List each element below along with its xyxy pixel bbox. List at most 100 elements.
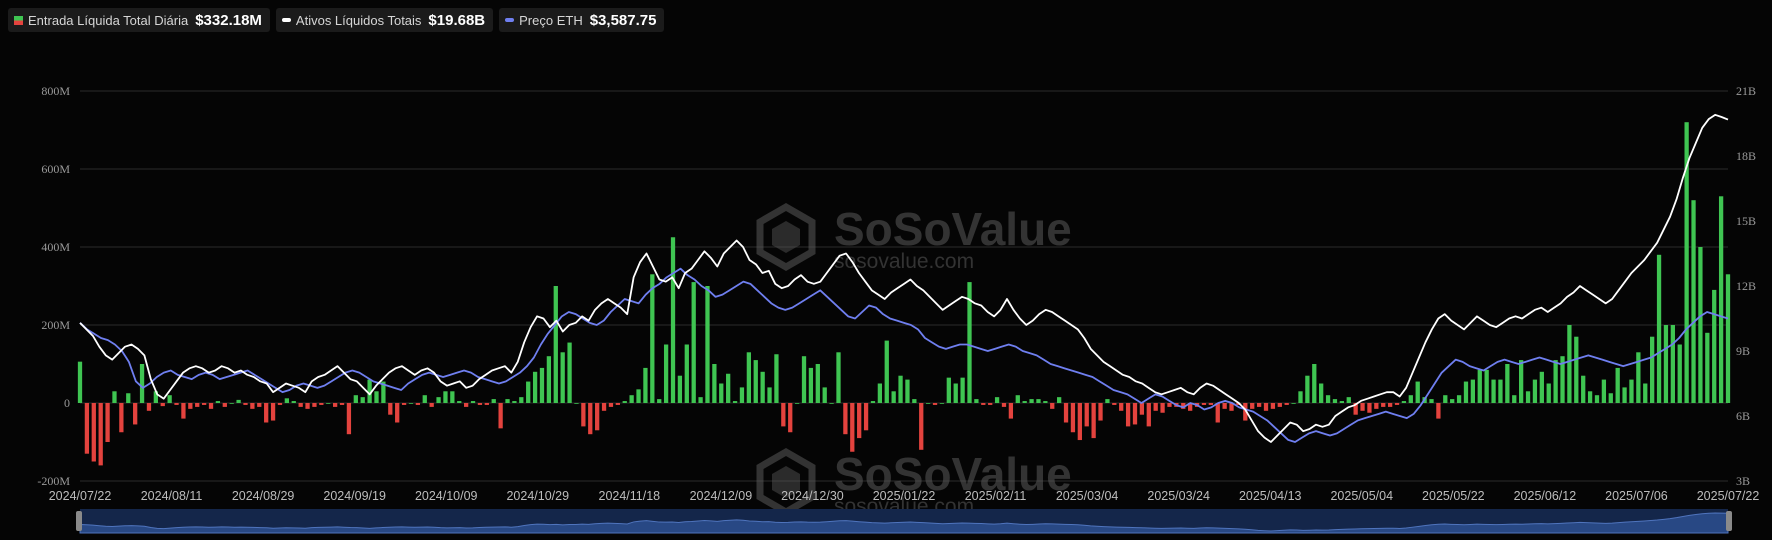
inflow-bar <box>691 282 696 403</box>
legend-label: Ativos Líquidos Totais <box>295 12 422 28</box>
inflow-bar <box>1215 403 1220 423</box>
inflow-bar <box>146 403 152 411</box>
inflow-bar <box>1256 403 1262 407</box>
inflow-bar <box>1325 395 1331 403</box>
inflow-bar <box>201 403 207 405</box>
inflow-bar <box>843 403 848 435</box>
inflow-bar <box>595 403 600 431</box>
inflow-bar <box>981 403 986 405</box>
inflow-bar <box>1629 379 1634 403</box>
watermark-url: sosovalue.com <box>834 250 974 273</box>
inflow-bar <box>1650 336 1655 403</box>
inflow-bar <box>1291 403 1296 404</box>
inflow-bar <box>1250 403 1255 409</box>
inflow-bar <box>257 403 262 407</box>
inflow-bar <box>1712 289 1717 403</box>
legend-item-net-assets[interactable]: Ativos Líquidos Totais $19.68B <box>275 8 494 32</box>
inflow-bar <box>588 403 593 435</box>
inflow-bar <box>195 403 200 407</box>
x-axis-tick-label: 2024/08/11 <box>141 489 203 503</box>
inflow-bar <box>1512 395 1517 403</box>
inflow-bar <box>884 340 889 403</box>
inflow-bar <box>519 397 524 403</box>
right-axis-tick-label: 9B <box>1736 344 1750 358</box>
inflow-bar <box>1394 403 1400 405</box>
inflow-bar <box>732 401 738 403</box>
inflow-bar <box>822 387 827 403</box>
inflow-bar <box>1063 403 1069 423</box>
inflow-bar <box>601 403 607 411</box>
range-navigator[interactable] <box>76 509 1732 534</box>
inflow-bar <box>1450 399 1455 403</box>
inflow-bar <box>1463 381 1469 403</box>
inflow-bar <box>326 403 331 404</box>
legend-value: $332.18M <box>195 11 262 29</box>
x-axis-tick-label: 2025/03/04 <box>1056 489 1119 503</box>
inflow-bar <box>208 403 214 409</box>
inflow-bar <box>512 401 517 403</box>
inflow-bar <box>236 399 241 403</box>
inflow-bar <box>1601 379 1607 403</box>
inflow-bar <box>1581 375 1586 403</box>
inflow-bar <box>264 403 269 423</box>
inflow-bar <box>1532 379 1538 403</box>
inflow-bar <box>1670 325 1675 403</box>
inflow-bar <box>1229 403 1234 411</box>
navigator-left-handle[interactable] <box>76 511 82 531</box>
inflow-bar <box>450 391 455 403</box>
inflow-bar <box>1339 401 1344 403</box>
inflow-bar <box>760 371 765 403</box>
x-axis-tick-label: 2025/04/13 <box>1239 489 1302 503</box>
left-axis-tick-label: 600M <box>41 162 70 176</box>
inflow-bar <box>1236 403 1241 405</box>
right-axis-tick-label: 6B <box>1736 409 1750 423</box>
legend-item-daily-inflow[interactable]: Entrada Líquida Total Diária $332.18M <box>8 8 270 32</box>
inflow-bar <box>581 403 586 427</box>
inflow-bar <box>1498 379 1503 403</box>
inflow-bar <box>1284 403 1289 405</box>
inflow-bar <box>1367 403 1372 413</box>
inflow-bar <box>560 352 565 403</box>
inflow-bar <box>1188 403 1193 411</box>
left-axis-tick-label: 800M <box>41 84 70 98</box>
inflow-bar <box>712 364 717 403</box>
inflow-bar <box>629 395 634 403</box>
net-assets-line <box>79 113 1729 443</box>
x-axis-tick-label: 2025/05/04 <box>1330 489 1393 503</box>
inflow-bar <box>967 282 972 403</box>
inflow-bar <box>457 401 462 403</box>
inflow-bar <box>443 391 448 403</box>
inflow-bar <box>663 344 669 403</box>
inflow-bar <box>250 403 255 409</box>
eth-price-swatch-icon <box>505 18 515 22</box>
x-axis-tick-label: 2025/07/06 <box>1605 489 1668 503</box>
inflow-bar <box>1091 403 1096 439</box>
inflow-bar <box>491 399 496 403</box>
inflow-bar <box>1270 403 1276 409</box>
inflow-bar <box>1484 369 1489 403</box>
inflow-bar <box>1360 403 1365 411</box>
inflow-bar <box>505 399 510 403</box>
legend-item-eth-price[interactable]: Preço ETH $3,587.75 <box>499 8 665 32</box>
inflow-bar <box>1153 403 1158 411</box>
chart-legend: Entrada Líquida Total Diária $332.18M At… <box>8 8 665 32</box>
inflow-bar <box>1008 403 1014 419</box>
inflow-bar <box>1077 403 1082 441</box>
inflow-bar <box>270 403 276 421</box>
inflow-bar <box>788 403 793 433</box>
inflow-bar <box>133 403 138 425</box>
inflow-bar <box>1112 403 1117 405</box>
navigator-right-handle[interactable] <box>1726 511 1732 531</box>
inflow-bar <box>1167 403 1172 407</box>
inflow-bar <box>319 403 324 405</box>
inflow-bar <box>436 397 441 403</box>
inflow-bar <box>1615 367 1620 403</box>
inflow-bar <box>815 364 820 403</box>
inflow-bar <box>1656 254 1662 403</box>
inflow-bar <box>670 237 676 403</box>
inflow-bar <box>1477 369 1482 403</box>
inflow-bar <box>539 367 545 403</box>
legend-label: Entrada Líquida Total Diária <box>28 12 189 28</box>
inflow-bar <box>277 403 283 405</box>
x-axis-tick-label: 2025/06/12 <box>1514 489 1577 503</box>
